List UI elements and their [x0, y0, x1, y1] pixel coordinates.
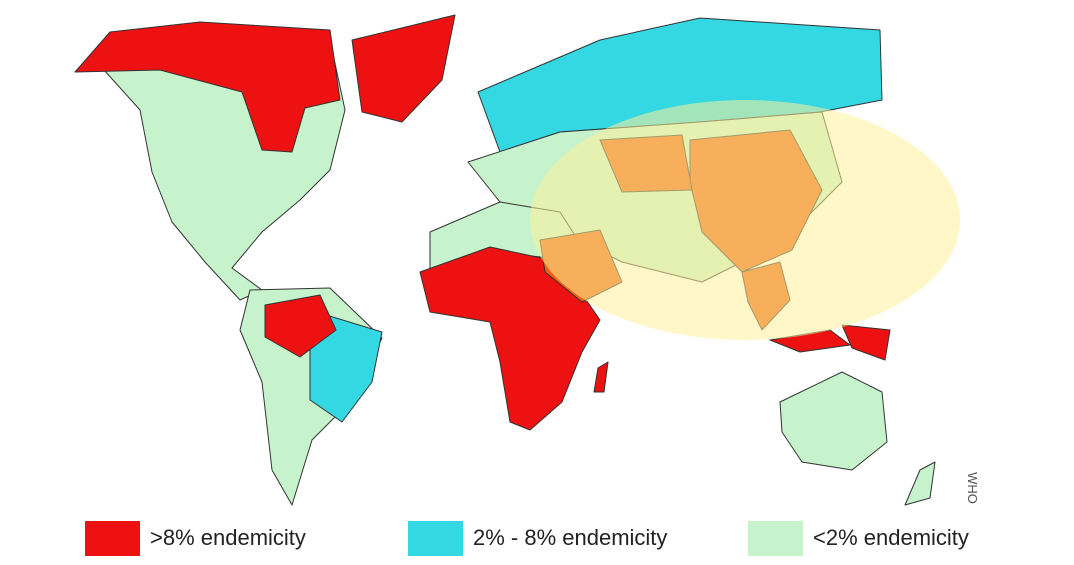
madagascar	[593, 361, 609, 393]
legend-swatch	[408, 521, 463, 556]
legend-label: >8% endemicity	[150, 525, 306, 550]
endemic-region-highlight	[530, 100, 960, 340]
new-zealand	[904, 461, 936, 506]
brazil	[309, 309, 383, 423]
legend: >8% endemicity 2% - 8% endemicity <2% ende…	[85, 521, 969, 556]
source-label: WHO	[965, 472, 980, 504]
australia	[779, 371, 888, 471]
legend-label: <2% endemicity	[813, 525, 969, 550]
arctic-canada	[74, 21, 341, 153]
legend-label: 2% - 8% endemicity	[473, 525, 667, 550]
legend-swatch	[748, 521, 803, 556]
greenland	[351, 14, 456, 123]
amazon	[264, 294, 337, 358]
legend-swatch	[85, 521, 140, 556]
